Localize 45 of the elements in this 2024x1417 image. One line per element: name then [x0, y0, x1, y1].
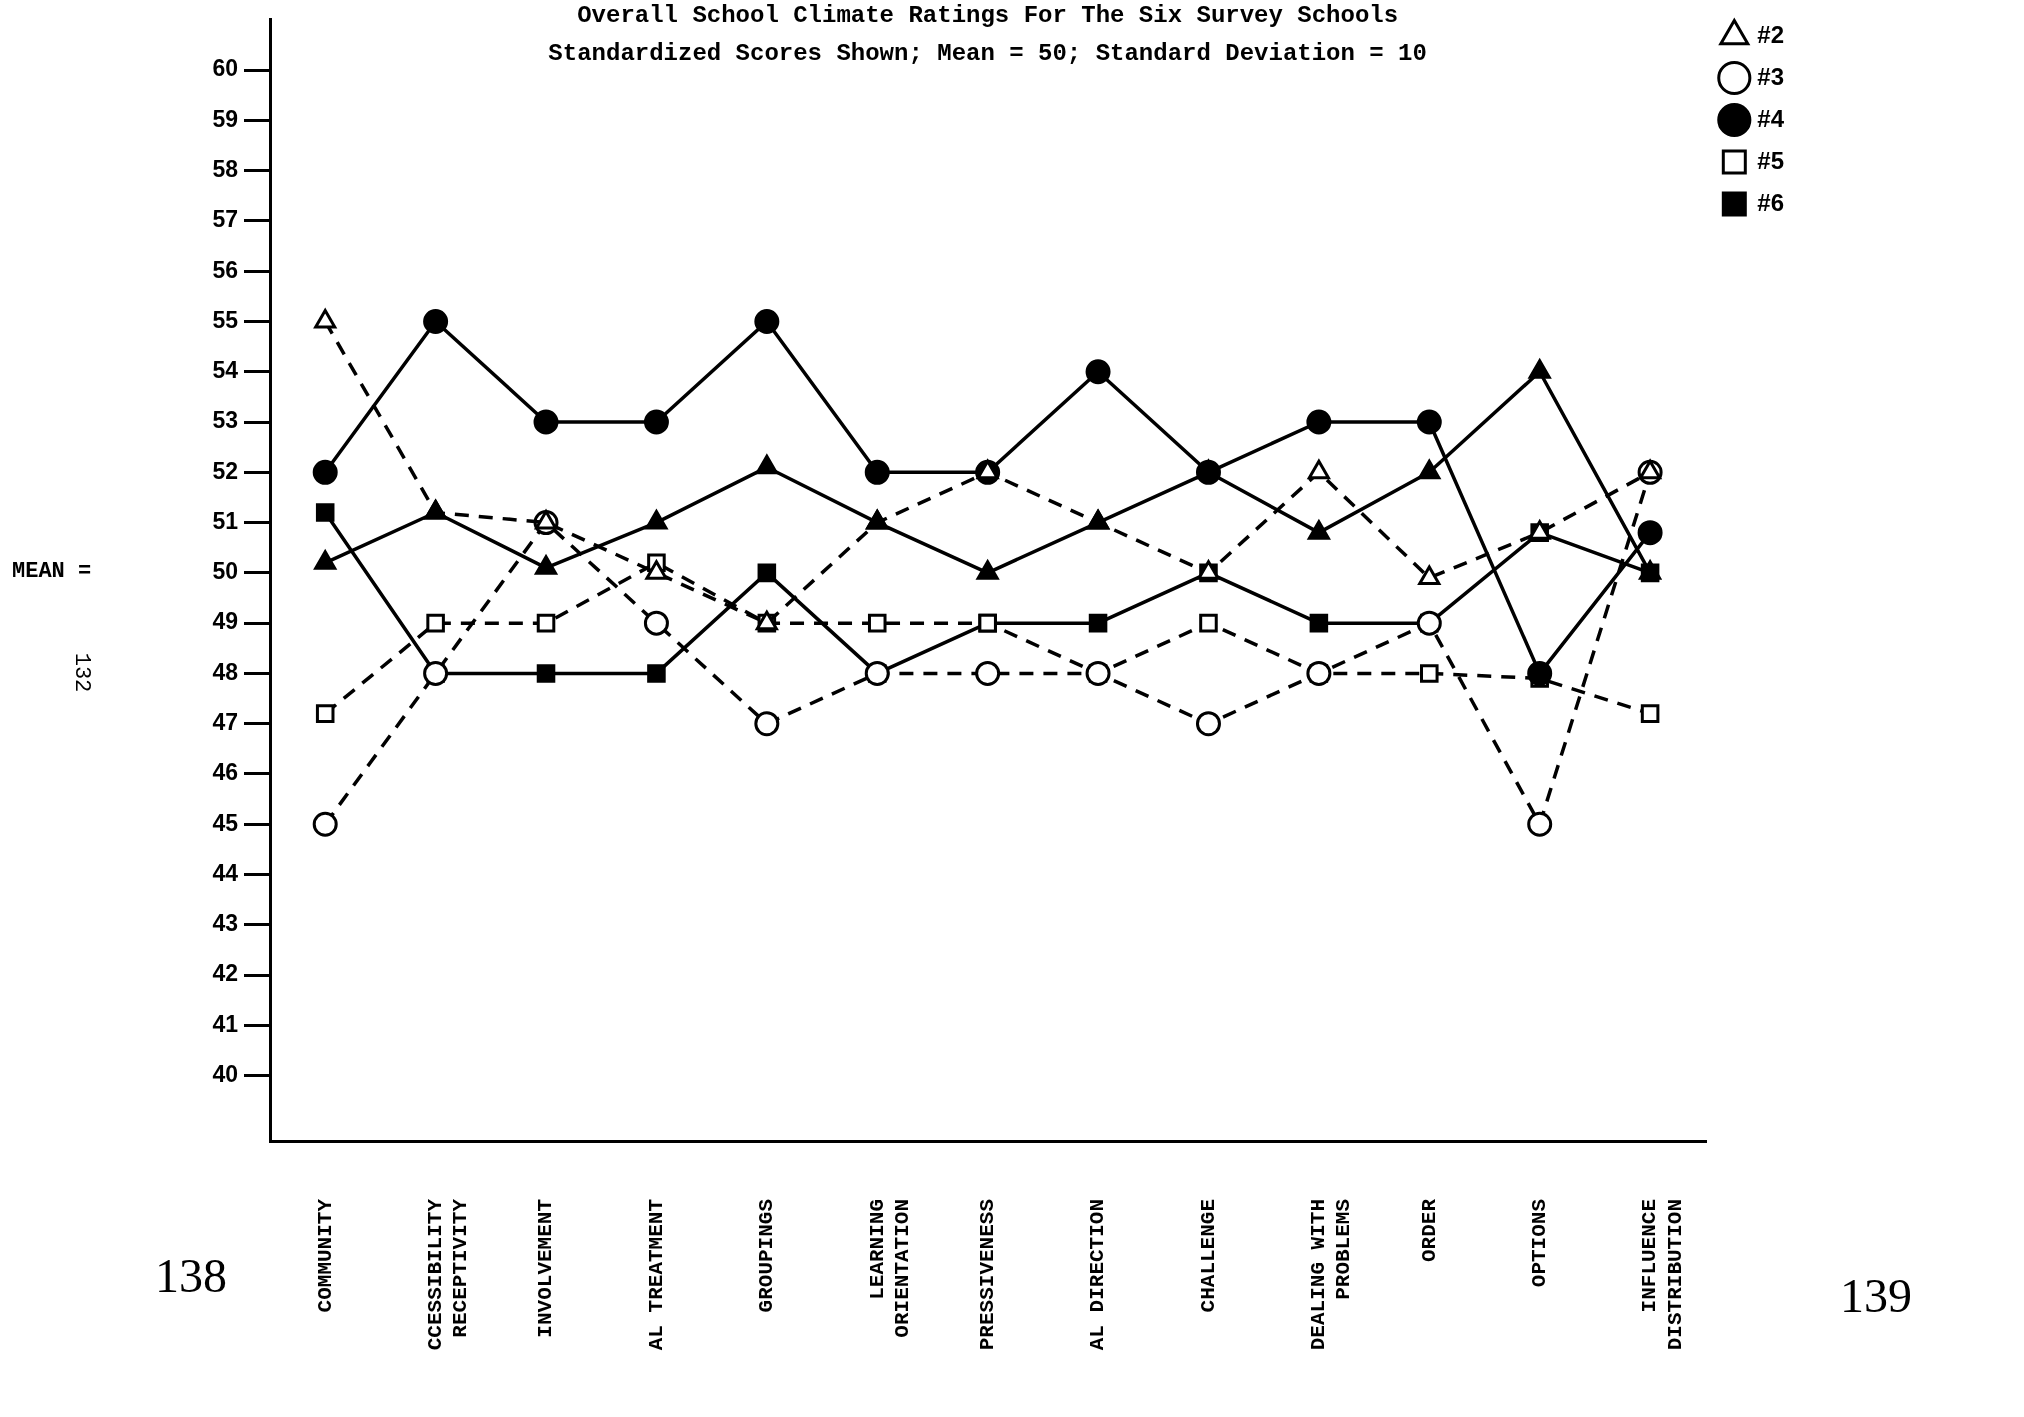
- legend-label: #6: [1757, 188, 1785, 216]
- x-tick-label: GROUPINGS: [755, 1199, 779, 1313]
- legend-label: #4: [1757, 104, 1785, 132]
- x-tick-label: INVOLVEMENT: [534, 1199, 558, 1338]
- y-tick-label: 56: [212, 256, 238, 283]
- y-tick-label: 54: [212, 357, 239, 384]
- y-tick-label: 52: [212, 457, 238, 484]
- y-tick-label: 58: [212, 155, 239, 182]
- y-tick-label: 43: [212, 910, 238, 937]
- y-tick-label: 41: [212, 1010, 239, 1037]
- x-tick-label: PRESSIVENESS: [975, 1199, 999, 1351]
- x-tick-label: DEALING WITH PROBLEMS: [1307, 1199, 1356, 1351]
- x-tick-label: INFLUENCE DISTRIBUTION: [1638, 1199, 1687, 1351]
- text: Standardized Scores Shown; Mean = 50; Standard Deviation = 10: [548, 40, 1427, 67]
- text: MEAN =: [12, 558, 92, 584]
- y-tick-label: 59: [212, 105, 238, 132]
- x-tick-label: AL DIRECTION: [1086, 1199, 1110, 1351]
- legend-label: #2: [1757, 20, 1785, 48]
- chart-title: Overall School Climate Ratings For The Six Survey Schools: [577, 2, 1399, 29]
- y-tick-label: 50: [212, 558, 238, 585]
- y-tick-label: 46: [212, 759, 238, 786]
- y-tick-label: 40: [212, 1060, 238, 1087]
- y-tick-label: 55: [212, 306, 239, 333]
- x-tick-label: AL TREATMENT: [644, 1199, 668, 1351]
- text: 139: [1840, 1268, 1912, 1323]
- text: 132: [69, 652, 95, 693]
- y-tick-label: 57: [212, 206, 238, 233]
- y-tick-label: 49: [212, 608, 238, 635]
- x-tick-label: OPTIONS: [1527, 1199, 1551, 1288]
- y-tick-label: 48: [212, 658, 239, 685]
- x-tick-label: CHALLENGE: [1196, 1199, 1220, 1313]
- legend-label: #5: [1757, 146, 1785, 174]
- y-tick-label: 45: [212, 809, 239, 836]
- y-tick-label: 42: [212, 960, 238, 987]
- x-tick-label: COMMUNITY: [313, 1198, 337, 1313]
- y-tick-label: 53: [212, 407, 238, 434]
- y-tick-label: 51: [212, 507, 239, 534]
- y-tick-label: 44: [212, 859, 239, 886]
- text: 138: [155, 1248, 227, 1303]
- legend-label: #3: [1757, 62, 1785, 90]
- y-tick-label: 47: [212, 709, 238, 736]
- y-tick-label: 60: [212, 55, 238, 82]
- x-tick-label: CCESSIBILITY RECEPTIVITY: [423, 1198, 473, 1351]
- x-tick-label: LEARNING ORIENTATION: [865, 1199, 914, 1338]
- x-tick-label: ORDER: [1417, 1198, 1441, 1263]
